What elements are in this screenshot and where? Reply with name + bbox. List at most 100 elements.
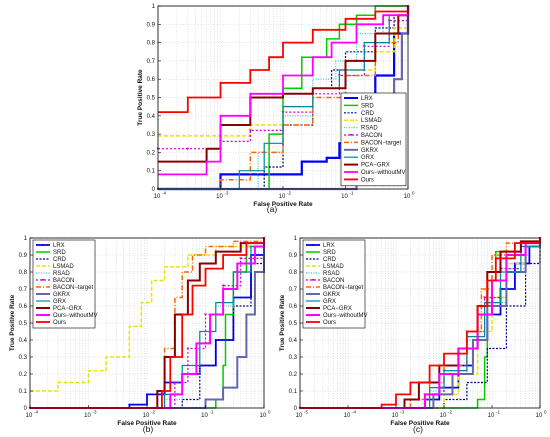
legend-label: RSAD [323,271,340,277]
y-tick-label: 0.4 [289,338,298,344]
series-line-crd [158,6,409,190]
y-tick-label: 0.7 [147,59,156,65]
x-tick-label: 10 [216,194,223,200]
y-tick-label: 0.9 [147,22,156,28]
x-axis-label: False Positive Rate [117,420,177,427]
y-tick-label: 0.3 [147,132,156,138]
y-tick-label: 1 [24,236,28,242]
x-tick-exponent: 0 [268,410,271,415]
legend-label: LRX [361,96,373,102]
series-point [300,160,303,163]
series-line-pca-grx [158,6,409,163]
legend-label: GKRX [323,292,340,298]
x-tick-exponent: -4 [352,410,356,415]
legend-label: LSMAD [361,118,382,124]
legend-label: Ours [361,177,374,183]
legend-label: PCA−GRX [361,163,390,169]
x-axis-label: False Positive Rate [253,201,313,208]
series-point [219,173,222,176]
legend-label: SRD [53,250,66,256]
legend-label: SRD [323,250,336,256]
legend-box [302,239,366,329]
x-tick-label: 10 [440,413,447,419]
legend-marker [41,279,45,282]
legend-box [32,239,96,329]
y-tick-label: 0.7 [19,287,28,293]
legend-label: Ours [323,320,336,326]
legend-label: GRX [323,299,336,305]
x-tick-exponent: -2 [448,410,452,415]
series-point [173,381,177,384]
x-tick-exponent: -3 [225,191,229,196]
y-tick-label: 0.5 [147,96,156,102]
x-tick-exponent: -1 [210,410,214,415]
x-tick-exponent: -4 [162,191,166,196]
y-tick-label: 0.6 [289,304,298,310]
legend-label: LSMAD [53,264,74,270]
series-point [483,296,487,299]
series-point [128,403,131,406]
legend-label: PCA−GRX [53,306,82,312]
series-line-lsmad [30,238,265,392]
series-point [513,262,516,265]
legend-label: Ours−withoutMV [361,170,406,176]
series-line-ours [300,238,541,409]
series-line-pca-grx [30,238,265,409]
series-point [325,156,328,159]
legend-label: LSMAD [323,264,344,270]
series-point [186,147,190,151]
series-line-ours-withoutmv [158,6,409,176]
x-tick-label: 10 [296,413,303,419]
x-tick-label: 10 [143,413,150,419]
x-tick-exponent: 0 [544,410,547,415]
legend-marker [312,244,314,246]
series-line-gkrx [300,238,541,409]
legend-label: BACON [361,133,382,139]
y-tick-label: 0 [24,406,28,412]
x-tick-label: 10 [536,413,543,419]
x-tick-label: 10 [344,413,351,419]
legend-label: BACON [53,278,74,284]
x-tick-exponent: -1 [496,410,500,415]
series-line-ours-withoutmv [30,238,265,409]
x-axis-label: False Positive Rate [390,420,450,427]
legend-label: GRX [53,299,66,305]
x-tick-label: 10 [392,413,399,419]
legend-marker [42,244,44,246]
series-line-ours [158,6,409,113]
y-tick-label: 0.1 [289,389,298,395]
y-tick-label: 0 [152,187,156,193]
x-tick-label: 10 [404,194,411,200]
roc-panel-1: 10-410-310-210-110000.10.20.30.40.50.60.… [137,4,415,208]
y-tick-label: 0.4 [19,338,28,344]
y-tick-label: 0.9 [289,253,298,259]
x-tick-label: 10 [84,413,91,419]
series-point [221,284,225,288]
series-line-grx [300,238,541,409]
legend-label: LRX [323,243,335,249]
legend-marker [350,97,352,99]
legend-label: RSAD [361,126,378,132]
series-point [338,142,341,145]
y-tick-label: 0.1 [147,169,156,175]
y-tick-label: 0.5 [289,321,298,327]
legend-label: BACON−target [53,285,94,291]
y-tick-label: 0.1 [19,389,28,395]
panel-caption: (a) [267,204,278,214]
series-line-bacon-target [158,6,409,190]
legend-label: BACON−target [323,285,364,291]
x-tick-label: 10 [26,413,33,419]
y-tick-label: 0.6 [19,304,28,310]
y-tick-label: 0 [294,406,298,412]
y-axis-label: True Positive Rate [279,294,286,351]
x-tick-exponent: -2 [287,191,291,196]
panel-caption: (c) [413,424,423,434]
legend-label: Ours−withoutMV [323,313,368,319]
series-point [146,393,148,396]
series-point [239,257,243,260]
y-tick-label: 0.5 [19,321,28,327]
legend-label: CRD [53,257,67,263]
y-tick-label: 0.9 [19,253,28,259]
series-point [204,313,207,316]
